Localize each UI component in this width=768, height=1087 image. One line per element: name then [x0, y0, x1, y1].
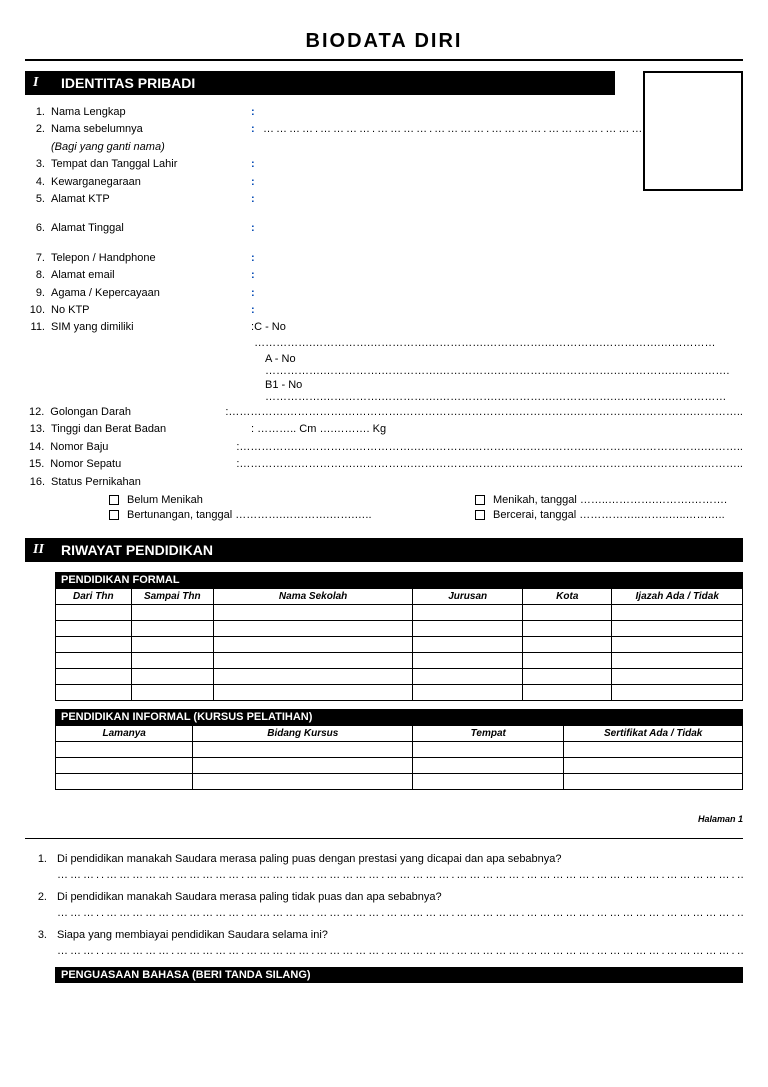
field-telepon: 7. Telepon / Handphone : [29, 251, 743, 266]
field-goldar: 12. Golongan Darah :…………….…………….…………….……… [29, 405, 743, 420]
table-row[interactable] [56, 685, 743, 701]
table-row[interactable] [56, 637, 743, 653]
field-nomor-sepatu: 15. Nomor Sepatu :…………….…………….…………….…………… [29, 457, 743, 472]
field-nama-lengkap: 1. Nama Lengkap : [29, 105, 743, 120]
title-rule [25, 59, 743, 61]
question-2: 2. Di pendidikan manakah Saudara merasa … [29, 891, 743, 903]
checkbox-icon [109, 495, 119, 505]
field-alamat-ktp: 5. Alamat KTP : [29, 192, 743, 207]
col-sertifikat: Sertifikat Ada / Tidak [564, 726, 743, 742]
answer-line-1[interactable]: ………..…………….…………….…………….…………….…………….……………… [57, 869, 743, 881]
field-nomor-baju: 14. Nomor Baju :…………….…………….…………….…………….… [29, 440, 743, 455]
sim-c-line[interactable]: C - No …………….…………….…………….…………….…………….………… [254, 320, 743, 351]
field-nama-sebelumnya-sub: (Bagi yang ganti nama) [29, 140, 743, 155]
language-header: PENGUASAAN BAHASA (BERI TANDA SILANG) [55, 967, 743, 983]
answer-line-3[interactable]: ………..…………….…………….…………….…………….…………….……………… [57, 945, 743, 957]
section1-num: I [33, 75, 49, 91]
checkbox-icon [109, 510, 119, 520]
col-sampai-thn: Sampai Thn [131, 589, 213, 605]
field-agama: 9. Agama / Kepercayaan : [29, 286, 743, 301]
table-row[interactable] [56, 621, 743, 637]
col-nama-sekolah: Nama Sekolah [214, 589, 413, 605]
checkbox-bertunangan[interactable]: Bertunangan, tanggal ………….………….…….….. [109, 509, 469, 521]
col-kota: Kota [523, 589, 612, 605]
section2-num: II [33, 542, 49, 558]
table-row[interactable] [56, 669, 743, 685]
informal-education-table: Lamanya Bidang Kursus Tempat Sertifikat … [55, 725, 743, 790]
section2-title: RIWAYAT PENDIDIKAN [61, 542, 213, 558]
col-bidang-kursus: Bidang Kursus [193, 726, 413, 742]
field-ttl: 3. Tempat dan Tanggal Lahir : [29, 157, 743, 172]
table-row[interactable] [56, 758, 743, 774]
question-3: 3. Siapa yang membiayai pendidikan Sauda… [29, 929, 743, 941]
col-ijazah: Ijazah Ada / Tidak [612, 589, 743, 605]
formal-education-table: Dari Thn Sampai Thn Nama Sekolah Jurusan… [55, 588, 743, 701]
page-divider [25, 838, 743, 839]
section1-title: IDENTITAS PRIBADI [61, 75, 195, 91]
checkbox-belum-menikah[interactable]: Belum Menikah [109, 494, 469, 506]
col-tempat: Tempat [413, 726, 564, 742]
field-alamat-tinggal: 6. Alamat Tinggal : [29, 221, 743, 236]
col-lamanya: Lamanya [56, 726, 193, 742]
marital-options: Belum Menikah Bertunangan, tanggal ………….… [29, 494, 743, 524]
checkbox-menikah[interactable]: Menikah, tanggal ……..………….……….………. [475, 494, 743, 506]
photo-placeholder[interactable] [643, 71, 743, 191]
sim-b1-line[interactable]: B1 - No …………….…………….…………….…………….…………….……… [265, 379, 743, 403]
table-row[interactable] [56, 653, 743, 669]
question-1: 1. Di pendidikan manakah Saudara merasa … [29, 853, 743, 865]
section2-header: II RIWAYAT PENDIDIKAN [25, 538, 743, 562]
field-nama-sebelumnya: 2. Nama sebelumnya : ………….………….………….…………… [29, 122, 743, 137]
identity-fields: 1. Nama Lengkap : 2. Nama sebelumnya : …… [25, 105, 743, 524]
checkbox-icon [475, 495, 485, 505]
sim-a-line[interactable]: A - No …………….…………….…………….…………….…………….………… [265, 353, 743, 377]
section-identitas: I IDENTITAS PRIBADI 1. Nama Lengkap : 2.… [25, 71, 743, 524]
page-number: Halaman 1 [25, 814, 743, 824]
col-jurusan: Jurusan [413, 589, 523, 605]
education-tables: PENDIDIKAN FORMAL Dari Thn Sampai Thn Na… [25, 572, 743, 790]
sim-b1-row: B1 - No …………….…………….…………….…………….…………….……… [29, 379, 743, 403]
questions-list: 1. Di pendidikan manakah Saudara merasa … [25, 853, 743, 957]
field-status-pernikahan: 16. Status Pernikahan [29, 475, 743, 490]
checkbox-bercerai[interactable]: Bercerai, tanggal ……………..……..…..……….. [475, 509, 743, 521]
field-tinggi-berat: 13. Tinggi dan Berat Badan : ……….. Cm ….… [29, 422, 743, 437]
field-email: 8. Alamat email : [29, 268, 743, 283]
table-row[interactable] [56, 605, 743, 621]
field-noktp: 10. No KTP : [29, 303, 743, 318]
answer-line-2[interactable]: ………..…………….…………….…………….…………….…………….……………… [57, 907, 743, 919]
page-title: BIODATA DIRI [25, 30, 743, 53]
sim-a-row: A - No …………….…………….…………….…………….…………….………… [29, 353, 743, 377]
informal-education-header: PENDIDIKAN INFORMAL (KURSUS PELATIHAN) [55, 709, 743, 725]
col-dari-thn: Dari Thn [56, 589, 132, 605]
field-sim: 11. SIM yang dimiliki : C - No …………….………… [29, 320, 743, 351]
field-kewarganegaraan: 4. Kewarganegaraan : [29, 175, 743, 190]
table-row[interactable] [56, 742, 743, 758]
section1-header: I IDENTITAS PRIBADI [25, 71, 615, 95]
checkbox-icon [475, 510, 485, 520]
formal-education-header: PENDIDIKAN FORMAL [55, 572, 743, 588]
table-row[interactable] [56, 774, 743, 790]
